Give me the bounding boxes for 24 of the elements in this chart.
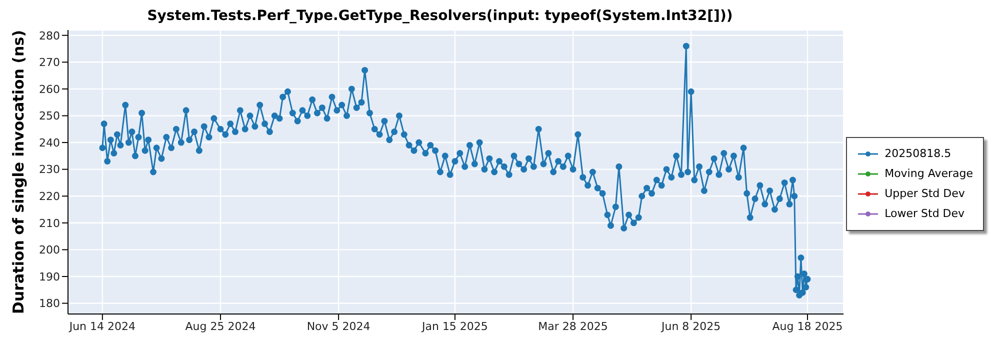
y-tick-label: 280 bbox=[39, 29, 60, 42]
y-tick-label: 180 bbox=[39, 297, 60, 310]
x-tick-label: Aug 25 2024 bbox=[185, 320, 256, 333]
x-tick-label: Jan 15 2025 bbox=[420, 320, 488, 333]
y-axis-title: Duration of single invocation (ns) bbox=[9, 30, 28, 314]
y-tick-label: 190 bbox=[39, 270, 60, 284]
y-tick-label: 210 bbox=[39, 216, 60, 230]
y-tick-label: 230 bbox=[39, 163, 60, 176]
legend-label: Upper Std Dev bbox=[884, 186, 965, 202]
legend-label: 20250818.5 bbox=[884, 146, 952, 162]
y-tick-label: 250 bbox=[39, 110, 60, 123]
y-tick-label: 200 bbox=[39, 244, 60, 257]
x-tick-label: Nov 5 2024 bbox=[306, 320, 370, 333]
y-tick-label: 260 bbox=[39, 82, 60, 96]
y-tick-label: 270 bbox=[39, 56, 60, 70]
x-tick-label: Jun 14 2024 bbox=[68, 320, 136, 333]
legend-label: Moving Average bbox=[884, 166, 973, 182]
x-tick-label: Mar 28 2025 bbox=[538, 320, 608, 333]
chart-title: System.Tests.Perf_Type.GetType_Resolvers(input: typeof(System.Int32[])) bbox=[146, 8, 734, 24]
y-tick-label: 220 bbox=[39, 190, 60, 204]
legend-label: Lower Std Dev bbox=[884, 206, 965, 222]
x-tick-label: Jun 8 2025 bbox=[660, 320, 721, 333]
x-tick-label: Aug 18 2025 bbox=[772, 320, 843, 333]
y-tick-label: 240 bbox=[39, 136, 60, 150]
